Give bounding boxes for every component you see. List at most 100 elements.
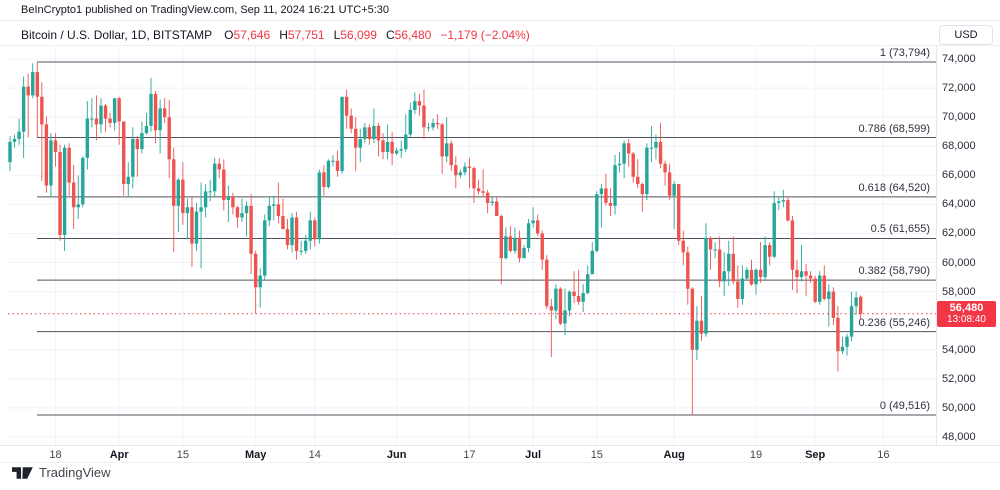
candle	[358, 128, 362, 163]
candle	[303, 234, 308, 254]
time-axis-label: Aug	[663, 449, 685, 461]
symbol-title[interactable]: Bitcoin / U.S. Dollar, 1D, BITSTAMP	[21, 27, 213, 42]
candle	[590, 242, 594, 275]
candle	[135, 136, 140, 177]
candle	[263, 214, 267, 280]
candle	[40, 82, 44, 182]
currency-toggle[interactable]: USD	[939, 25, 993, 45]
candle	[44, 116, 49, 193]
price-axis-label: 62,000	[942, 227, 976, 240]
candle	[499, 214, 503, 285]
candle	[349, 108, 353, 134]
candle	[658, 122, 663, 169]
candle	[231, 192, 235, 215]
candle	[294, 211, 299, 260]
candle	[545, 255, 549, 310]
candle	[376, 122, 381, 157]
candle	[704, 223, 708, 337]
candle	[267, 197, 271, 227]
fib-level-label: 0.5 (61,655)	[870, 223, 930, 236]
watermark-label: TradingView	[39, 465, 111, 480]
price-axis-label: 60,000	[942, 256, 976, 269]
candle	[586, 265, 590, 295]
candle	[71, 165, 76, 230]
fib-level-label: 0 (49,516)	[879, 399, 930, 412]
candle	[440, 122, 444, 174]
candle	[8, 136, 12, 171]
candle	[818, 271, 822, 305]
candle	[153, 90, 158, 144]
candle	[313, 217, 317, 247]
candle	[727, 240, 731, 286]
candle	[445, 117, 449, 163]
candle	[194, 202, 199, 251]
price-axis-label: 48,000	[942, 431, 976, 443]
candle	[681, 230, 685, 266]
candle	[567, 290, 572, 317]
candle	[249, 194, 253, 275]
candle	[572, 271, 576, 304]
candle	[831, 287, 836, 326]
time-axis-label: May	[244, 449, 267, 461]
candle	[695, 306, 699, 360]
candle	[799, 245, 804, 282]
candle	[463, 162, 467, 176]
candle	[595, 191, 599, 253]
candle	[235, 205, 240, 228]
candle	[385, 124, 390, 160]
candle	[622, 140, 626, 179]
candle	[108, 112, 112, 128]
time-axis-label: Jun	[386, 449, 407, 461]
candle	[140, 121, 144, 154]
candle	[85, 101, 90, 170]
fib-level-label: 0.382 (58,790)	[858, 265, 930, 278]
candle	[631, 152, 635, 183]
candle	[90, 98, 94, 128]
candle	[240, 198, 244, 222]
candle	[317, 169, 322, 244]
candle	[490, 197, 494, 206]
candle	[35, 61, 39, 138]
candle	[354, 117, 358, 171]
candle	[763, 236, 767, 280]
last-price-tag: 56,480 13:08:40	[937, 300, 996, 327]
candle	[722, 252, 726, 296]
candle	[804, 263, 808, 296]
candle	[103, 104, 108, 132]
tradingview-watermark[interactable]: TradingView	[12, 465, 111, 480]
candle	[472, 166, 476, 203]
candle	[576, 269, 581, 305]
candle	[408, 102, 413, 138]
price-axis-label: 66,000	[942, 169, 976, 182]
candle	[513, 227, 517, 254]
fib-level-label: 0.786 (68,599)	[858, 122, 930, 135]
ohlc-values: O57,646 H57,751 L56,099 C56,480	[224, 28, 431, 42]
candle	[645, 143, 649, 201]
candle	[49, 133, 53, 198]
candle	[504, 227, 508, 260]
candle	[458, 169, 463, 179]
candle	[754, 268, 758, 295]
candle	[53, 133, 58, 167]
price-axis-separator	[936, 45, 937, 445]
last-price-value: 56,480	[949, 302, 984, 315]
fib-level-label: 1 (73,794)	[879, 46, 930, 59]
ohlc-item: L56,099	[333, 27, 377, 42]
candle	[558, 287, 563, 326]
candle	[777, 197, 781, 211]
candle	[449, 140, 453, 171]
candle	[426, 122, 431, 132]
candle	[131, 127, 135, 189]
candle	[126, 162, 130, 198]
candle	[795, 259, 799, 294]
candle	[549, 298, 554, 358]
fib-level-label: 0.618 (64,520)	[858, 181, 930, 194]
candle	[745, 266, 749, 280]
candle	[299, 240, 303, 256]
candle	[822, 265, 826, 301]
candle	[117, 96, 121, 145]
candle	[58, 144, 62, 241]
candle	[690, 287, 695, 415]
